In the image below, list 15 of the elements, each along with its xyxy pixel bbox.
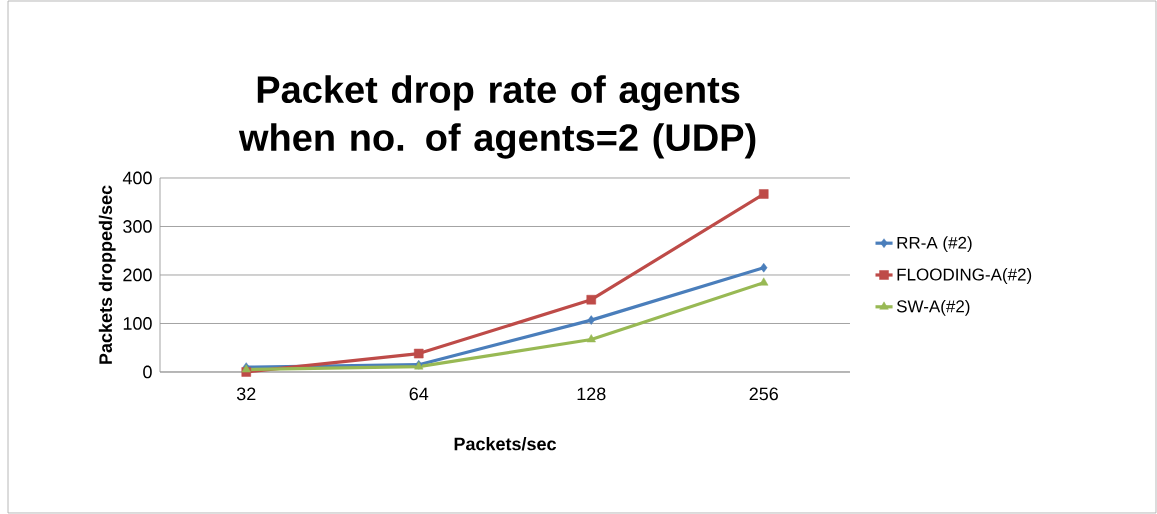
x-tick-label: 128 <box>577 387 606 401</box>
y-tick-label: 0 <box>143 365 152 379</box>
x-tick-label: 64 <box>409 387 429 401</box>
y-tick-label: 100 <box>123 317 152 330</box>
x-tick-label: 256 <box>749 387 778 401</box>
chart-title: Packet drop rate of agents when no. of agents=2 (UDP) <box>238 75 756 159</box>
y-tick-label: 300 <box>123 220 152 233</box>
legend-label: SW-A(#2) <box>896 299 970 316</box>
legend-label: FLOODING-A(#2) <box>897 268 1032 284</box>
y-tick-label: 200 <box>123 268 152 282</box>
x-tick-label: 32 <box>236 387 256 401</box>
x-axis-title: Packets/sec <box>454 437 557 451</box>
legend-label: RR-A (#2) <box>897 236 972 253</box>
y-axis-title: Packets dropped/sec <box>98 185 116 364</box>
y-tick-label: 400 <box>122 171 152 185</box>
